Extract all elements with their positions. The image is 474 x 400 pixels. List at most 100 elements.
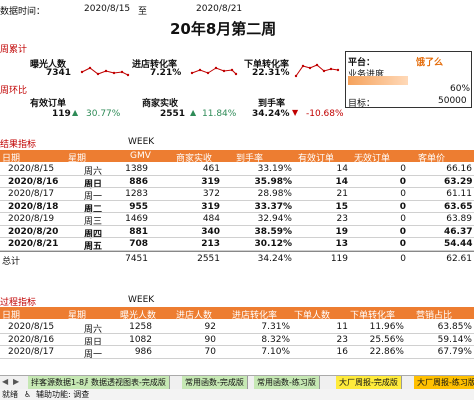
cell-weekday[interactable]: 周一 <box>84 192 103 202</box>
cell-weekday[interactable]: 周六 <box>84 167 103 177</box>
cell-rate[interactable]: 35.98% <box>254 176 293 187</box>
cell-income[interactable]: 213 <box>201 239 220 249</box>
cell-gmv[interactable]: 886 <box>129 176 148 187</box>
cell-valid[interactable]: 14 <box>335 176 348 187</box>
cell-marketing[interactable]: 63.85% <box>437 322 472 332</box>
cell-rate[interactable]: 32.94% <box>257 214 292 224</box>
cell-order-rate[interactable]: 11.96% <box>369 322 404 332</box>
cell-rate[interactable]: 38.59% <box>254 226 293 237</box>
cell-date[interactable]: 2020/8/18 <box>8 201 59 212</box>
cell-order-rate[interactable]: 22.86% <box>369 347 404 357</box>
cell-invalid[interactable]: 0 <box>399 226 406 237</box>
cell-valid[interactable]: 15 <box>335 201 348 212</box>
cell-gmv[interactable]: 708 <box>129 239 148 249</box>
cell-weekday[interactable]: 周三 <box>84 217 103 227</box>
cell-price[interactable]: 54.44 <box>444 239 473 249</box>
cell-valid[interactable]: 19 <box>335 226 348 237</box>
sheet-tab[interactable]: 常用函数-完成版 <box>182 376 248 389</box>
cell-weekday[interactable]: 周日 <box>84 179 103 190</box>
cell-date[interactable]: 2020/8/16 <box>8 176 59 187</box>
total-price[interactable]: 62.61 <box>446 254 472 264</box>
sheet-tab[interactable]: 拌客源数据1-8月 <box>28 376 97 389</box>
total-income[interactable]: 2551 <box>197 254 220 264</box>
cell-invalid[interactable]: 0 <box>399 176 406 187</box>
total-valid[interactable]: 119 <box>330 254 348 264</box>
cell-rate[interactable]: 28.98% <box>257 189 292 199</box>
cell-date[interactable]: 2020/8/17 <box>8 189 55 199</box>
cell-invalid[interactable]: 0 <box>400 164 406 174</box>
cell-enter[interactable]: 90 <box>204 334 216 345</box>
cell-enter-rate[interactable]: 7.10% <box>261 347 290 357</box>
total-rate[interactable]: 34.24% <box>257 254 292 264</box>
sheet-tab[interactable]: 大厂周报-完成版 <box>336 376 402 389</box>
accessibility-icon[interactable]: ♿ <box>24 390 32 399</box>
cell-weekday[interactable]: 周五 <box>84 242 103 252</box>
cell-rate[interactable]: 33.37% <box>254 201 293 212</box>
cell-valid[interactable]: 21 <box>336 189 348 199</box>
cell-invalid[interactable]: 0 <box>399 201 406 212</box>
cell-date[interactable]: 2020/8/19 <box>8 214 55 224</box>
cell-valid[interactable]: 23 <box>336 214 348 224</box>
cell-marketing[interactable]: 67.79% <box>437 347 472 357</box>
cell-order[interactable]: 16 <box>336 347 348 357</box>
cell-date[interactable]: 2020/8/15 <box>8 164 55 174</box>
cell-weekday[interactable]: 周一 <box>84 350 103 360</box>
cell-valid[interactable]: 13 <box>335 239 348 249</box>
cell-date[interactable]: 2020/8/21 <box>8 239 59 249</box>
total-invalid[interactable]: 0 <box>400 254 406 264</box>
cell-price[interactable]: 63.89 <box>446 214 472 224</box>
cell-weekday[interactable]: 周二 <box>84 204 103 215</box>
cell-date[interactable]: 2020/8/16 <box>8 334 55 345</box>
sheet-tab[interactable]: 大厂周报-练习版 <box>414 376 474 389</box>
sheet-tab[interactable]: 常用函数-练习版 <box>254 376 320 389</box>
cell-weekday[interactable]: 周日 <box>84 337 103 348</box>
cell-price[interactable]: 63.65 <box>444 201 473 212</box>
cell-gmv[interactable]: 1469 <box>125 214 148 224</box>
date-start-cell[interactable]: 2020/8/15 <box>84 4 131 14</box>
cell-invalid[interactable]: 0 <box>400 189 406 199</box>
cell-invalid[interactable]: 0 <box>400 214 406 224</box>
accessibility-status[interactable]: 辅助功能: 调查 <box>36 390 90 399</box>
date-end-cell[interactable]: 2020/8/21 <box>196 4 243 14</box>
cell-rate[interactable]: 30.12% <box>254 239 293 249</box>
cell-marketing[interactable]: 59.14% <box>437 334 472 345</box>
cell-enter-rate[interactable]: 7.31% <box>261 322 290 332</box>
cell-income[interactable]: 340 <box>201 226 220 237</box>
cell-exposure[interactable]: 986 <box>134 347 152 357</box>
tab-next-icon[interactable]: ▶ <box>13 377 20 386</box>
cell-gmv[interactable]: 955 <box>129 201 148 212</box>
cell-gmv[interactable]: 881 <box>129 226 148 237</box>
cell-price[interactable]: 46.37 <box>444 226 473 237</box>
cell-date[interactable]: 2020/8/20 <box>8 226 59 237</box>
cell-price[interactable]: 61.11 <box>446 189 472 199</box>
cell-income[interactable]: 461 <box>202 164 220 174</box>
cell-income[interactable]: 319 <box>201 201 220 212</box>
cell-income[interactable]: 372 <box>202 189 220 199</box>
cell-weekday[interactable]: 周四 <box>84 229 103 240</box>
cell-order[interactable]: 11 <box>336 322 348 332</box>
cell-invalid[interactable]: 0 <box>399 239 406 249</box>
platform-value[interactable]: 饿了么 <box>416 58 444 68</box>
cell-order[interactable]: 23 <box>336 334 348 345</box>
cell-valid[interactable]: 14 <box>336 164 348 174</box>
cell-rate[interactable]: 33.19% <box>257 164 292 174</box>
cell-price[interactable]: 63.29 <box>444 176 473 187</box>
tab-prev-icon[interactable]: ◀ <box>2 377 9 386</box>
cell-date[interactable]: 2020/8/15 <box>8 322 55 332</box>
cell-order-rate[interactable]: 25.56% <box>369 334 404 345</box>
cell-enter[interactable]: 70 <box>204 347 216 357</box>
cell-date[interactable]: 2020/8/17 <box>8 347 55 357</box>
sheet-tab[interactable]: 数据透视图表-完成版 <box>88 376 170 389</box>
cell-exposure[interactable]: 1082 <box>129 334 152 345</box>
cell-gmv[interactable]: 1389 <box>125 164 148 174</box>
row-divider <box>0 174 474 176</box>
cell-enter-rate[interactable]: 8.32% <box>261 334 290 345</box>
cell-weekday[interactable]: 周六 <box>84 325 103 335</box>
cell-enter[interactable]: 92 <box>204 322 216 332</box>
cell-gmv[interactable]: 1283 <box>125 189 148 199</box>
cell-exposure[interactable]: 1258 <box>129 322 152 332</box>
total-gmv[interactable]: 7451 <box>125 254 148 264</box>
cell-price[interactable]: 66.16 <box>446 164 472 174</box>
cell-income[interactable]: 319 <box>201 176 220 187</box>
cell-income[interactable]: 484 <box>202 214 220 224</box>
